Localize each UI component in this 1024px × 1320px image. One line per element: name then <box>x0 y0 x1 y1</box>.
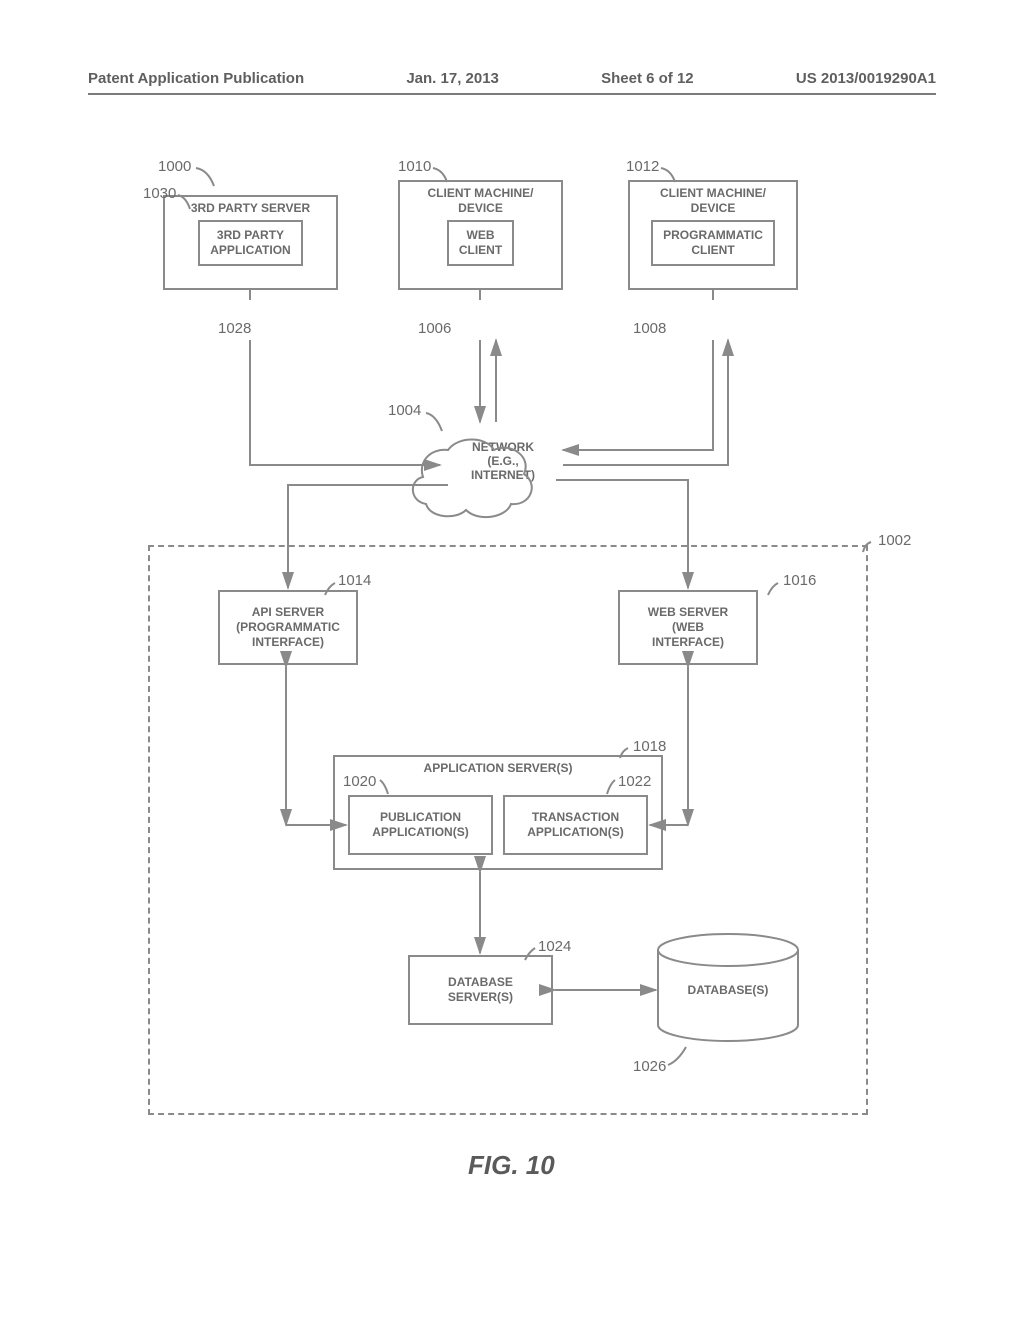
databases-label: DATABASE(S) <box>663 983 793 997</box>
doc-header: Patent Application Publication Jan. 17, … <box>88 70 936 95</box>
ref-1022: 1022 <box>618 773 651 790</box>
c2-inner: PROGRAMMATIC CLIENT <box>651 220 775 266</box>
c1-title: CLIENT MACHINE/ DEVICE <box>428 186 534 216</box>
ref-1012: 1012 <box>626 158 659 175</box>
network-cloud-label: NETWORK (E.G., INTERNET) <box>453 440 553 482</box>
figure-label: FIG. 10 <box>468 1150 555 1181</box>
client-machine-2-box: CLIENT MACHINE/ DEVICE PROGRAMMATIC CLIE… <box>628 180 798 290</box>
figure-diagram: 3RD PARTY SERVER 3RD PARTY APPLICATION C… <box>88 140 936 1190</box>
ref-1008: 1008 <box>633 320 666 337</box>
ref-1002: 1002 <box>878 532 911 549</box>
c1-inner: WEB CLIENT <box>447 220 514 266</box>
publication-app-box: PUBLICATION APPLICATION(S) <box>348 795 493 855</box>
api-server-box: API SERVER (PROGRAMMATIC INTERFACE) <box>218 590 358 665</box>
header-date: Jan. 17, 2013 <box>406 70 499 87</box>
database-server-box: DATABASE SERVER(S) <box>408 955 553 1025</box>
ref-1010: 1010 <box>398 158 431 175</box>
ref-1026: 1026 <box>633 1058 666 1075</box>
ref-1030: 1030 <box>143 185 176 202</box>
header-docnum: US 2013/0019290A1 <box>796 70 936 87</box>
ref-1006: 1006 <box>418 320 451 337</box>
c2-title: CLIENT MACHINE/ DEVICE <box>660 186 766 216</box>
header-sheet: Sheet 6 of 12 <box>601 70 694 87</box>
client-machine-1-box: CLIENT MACHINE/ DEVICE WEB CLIENT <box>398 180 563 290</box>
header-pub: Patent Application Publication <box>88 70 304 87</box>
third-party-server-box: 3RD PARTY SERVER 3RD PARTY APPLICATION <box>163 195 338 290</box>
ref-1004: 1004 <box>388 402 421 419</box>
app-title: APPLICATION SERVER(S) <box>424 761 573 776</box>
web-server-box: WEB SERVER (WEB INTERFACE) <box>618 590 758 665</box>
transaction-app-box: TRANSACTION APPLICATION(S) <box>503 795 648 855</box>
ref-1020: 1020 <box>343 773 376 790</box>
ref-1028: 1028 <box>218 320 251 337</box>
ref-1000: 1000 <box>158 158 191 175</box>
ref-1014: 1014 <box>338 572 371 589</box>
tps-inner: 3RD PARTY APPLICATION <box>198 220 302 266</box>
ref-1018: 1018 <box>633 738 666 755</box>
ref-1024: 1024 <box>538 938 571 955</box>
ref-1016: 1016 <box>783 572 816 589</box>
tps-title: 3RD PARTY SERVER <box>191 201 310 216</box>
